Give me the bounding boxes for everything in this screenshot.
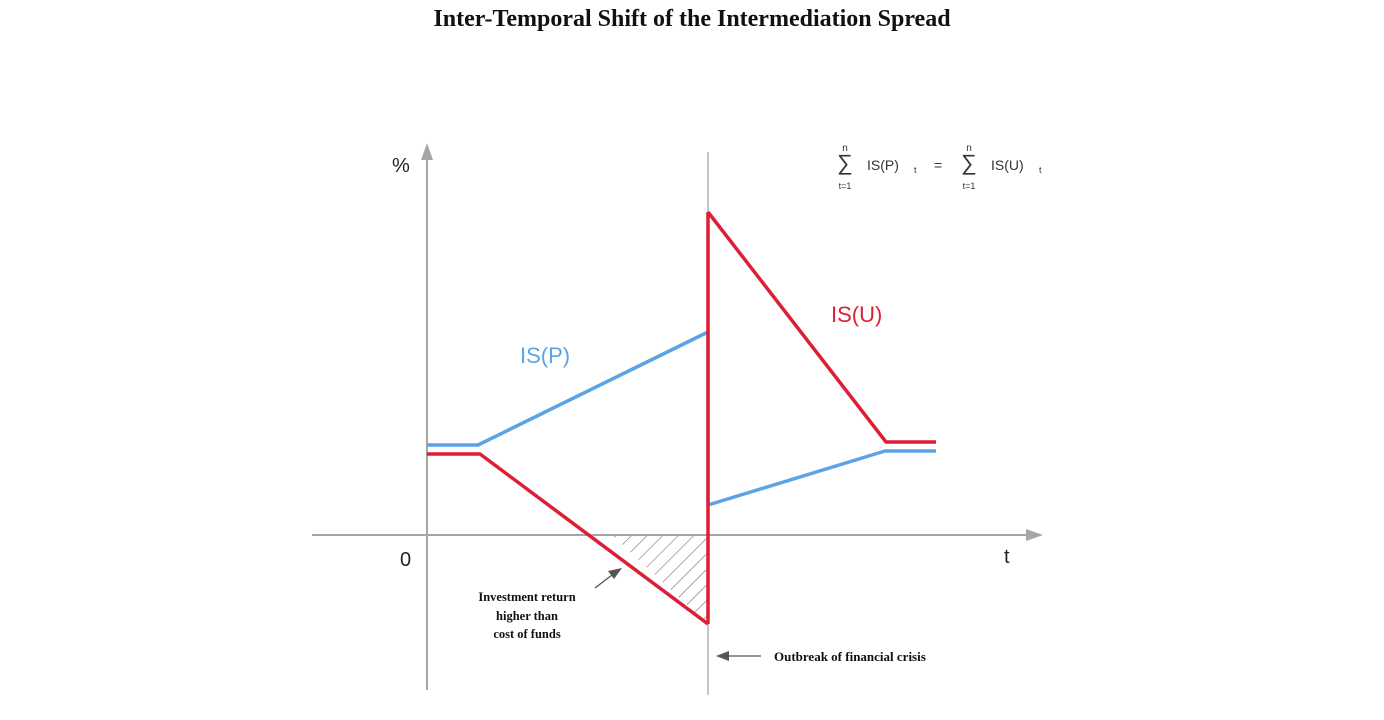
investment-arrow-icon: [608, 568, 622, 579]
is-u-line-post-crisis: [706, 210, 936, 444]
equation: n ∑ t=1 IS(P) t = n ∑ t=1 IS(U) t: [837, 143, 1042, 191]
equation-right-term: IS(U): [991, 157, 1024, 173]
page-title: Inter-Temporal Shift of the Intermediati…: [433, 6, 951, 32]
is-u-line-pre-crisis: [427, 452, 710, 626]
sigma-right-icon: ∑: [961, 150, 977, 175]
investment-note-line1: Investment return: [478, 590, 575, 604]
equation-left-subscript: t: [914, 165, 917, 175]
y-axis-arrow: [421, 143, 433, 160]
origin-label: 0: [400, 549, 411, 571]
investment-note-line2: higher than: [496, 609, 558, 623]
sum-upper-right: n: [966, 143, 972, 154]
is-p-label: IS(P): [520, 343, 570, 368]
sum-lower-left: t=1: [839, 181, 852, 191]
x-axis-label: t: [1004, 546, 1010, 568]
equation-equals: =: [934, 157, 942, 173]
is-p-line-pre-crisis: [427, 330, 709, 447]
x-axis-arrow: [1026, 529, 1043, 541]
investment-arrow-shaft: [594, 574, 613, 589]
is-u-label: IS(U): [831, 302, 882, 327]
equation-left-term: IS(P): [867, 157, 899, 173]
is-p-line-post-crisis: [707, 449, 936, 507]
equation-right-subscript: t: [1039, 165, 1042, 175]
sum-lower-right: t=1: [963, 181, 976, 191]
sigma-left-icon: ∑: [837, 150, 853, 175]
sum-upper-left: n: [842, 143, 848, 154]
investment-note-line3: cost of funds: [493, 627, 561, 641]
y-axis-label: %: [392, 155, 410, 177]
crisis-arrow-icon: [716, 651, 729, 661]
crisis-note: Outbreak of financial crisis: [774, 649, 926, 664]
